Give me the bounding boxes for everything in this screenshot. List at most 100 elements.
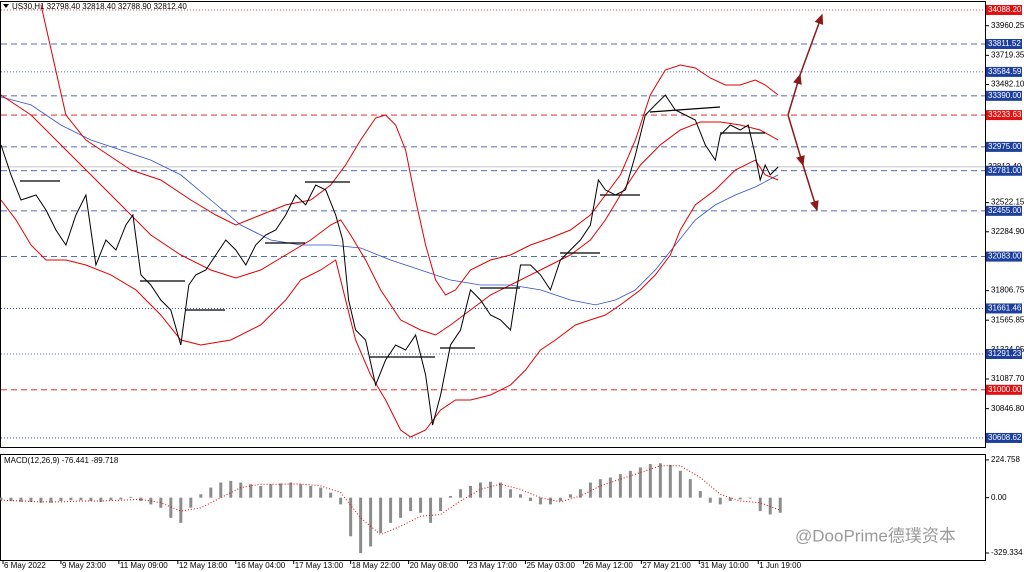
level-label: 31000.00 (988, 385, 1022, 394)
y-tick-label: 224.758 (991, 455, 1020, 464)
histogram-bar (409, 497, 413, 512)
histogram-bar (668, 464, 672, 498)
symbol-info: US30,H1 32798.40 32818.40 32788.90 32812… (12, 2, 187, 11)
level-label-box (986, 165, 1022, 176)
arrow (802, 164, 819, 212)
histogram-bar (548, 497, 552, 505)
histogram-bar (19, 497, 23, 502)
histogram-bar (778, 497, 782, 513)
histogram-bar (249, 484, 253, 498)
histogram-bar (229, 480, 233, 498)
series-line (40, 4, 779, 296)
histogram-bar (329, 492, 333, 498)
series-line (0, 94, 779, 426)
level-label-box (986, 39, 1022, 50)
y-tick-label: 32522.15 (991, 198, 1024, 207)
histogram-bar (558, 497, 562, 502)
histogram-bar (289, 482, 293, 498)
histogram-bar (658, 463, 662, 498)
histogram-bar (339, 497, 343, 505)
histogram-bar (359, 497, 363, 554)
histogram-bar (758, 497, 762, 512)
x-tick-label: 12 May 18:00 (179, 561, 228, 570)
histogram-bar (449, 495, 453, 498)
histogram-bar (49, 497, 53, 503)
histogram-bar (199, 494, 203, 498)
y-tick-label: 0.00 (991, 493, 1007, 502)
level-label: 32083.00 (988, 252, 1022, 261)
histogram-bar (618, 474, 622, 498)
x-tick-label: 17 May 13:00 (295, 561, 344, 570)
histogram-bar (89, 497, 93, 502)
histogram-bar (508, 489, 512, 498)
indicator-title: MACD(12,26,9) -76.441 -89.718 (4, 456, 119, 465)
arrow (787, 73, 802, 116)
level-label-box (986, 110, 1022, 121)
y-tick-label: 31087.70 (991, 374, 1024, 383)
support-segments (20, 106, 765, 358)
histogram-bar (459, 489, 463, 498)
histogram-bar (648, 464, 652, 498)
histogram-bar (538, 497, 542, 505)
histogram-bar (528, 497, 532, 502)
histogram-bar (129, 496, 133, 498)
histogram-bar (69, 497, 73, 501)
histogram-bar (299, 484, 303, 498)
y-tick-label: 33960.25 (991, 21, 1024, 30)
y-tick-label: 33719.35 (991, 50, 1024, 59)
y-tick-label: 30846.80 (991, 404, 1024, 413)
histogram-bar (439, 497, 443, 512)
level-label: 33584.59 (988, 67, 1022, 76)
y-tick-label: 33482.10 (991, 80, 1024, 89)
histogram-bar (598, 479, 602, 498)
x-tick-label: 1 Jun 19:00 (759, 561, 801, 570)
histogram-bar (728, 497, 732, 502)
x-tick-label: 25 May 03:00 (526, 561, 575, 570)
y-tick-label: 31565.85 (991, 315, 1024, 324)
arrow (799, 13, 824, 76)
level-label: 33233.63 (988, 110, 1022, 119)
series-line (0, 465, 781, 536)
histogram-bar (568, 494, 572, 498)
y-tick-label: -329.334 (991, 548, 1023, 557)
x-tick-label: 20 May 08:00 (410, 561, 459, 570)
level-label: 34088.20 (988, 5, 1022, 14)
histogram-bar (738, 497, 742, 500)
level-label: 32455.00 (988, 206, 1022, 215)
histogram-bar (59, 497, 63, 502)
histogram-bar (518, 494, 522, 498)
watermark: @DooPrime德璞资本 (795, 526, 956, 545)
histogram-bar (628, 470, 632, 498)
histogram-bar (349, 497, 353, 537)
x-tick-label: 18 May 22:00 (352, 561, 401, 570)
histogram-bar (688, 479, 692, 498)
series-line (0, 159, 779, 438)
arrow (787, 114, 805, 167)
histogram-bar (219, 482, 223, 498)
histogram-bar (638, 467, 642, 498)
histogram-bar (279, 483, 283, 498)
histogram-bar (119, 497, 123, 500)
histogram-bar (429, 497, 433, 523)
histogram-bar (469, 485, 473, 498)
histogram-bar (189, 497, 193, 508)
x-tick-label: 9 May 23:00 (62, 561, 107, 570)
x-tick-label: 16 May 04:00 (237, 561, 286, 570)
histogram-bar (588, 482, 592, 498)
level-label: 32975.00 (988, 142, 1022, 151)
histogram-bar (708, 497, 712, 503)
x-tick-label: 27 May 21:00 (642, 561, 691, 570)
forecast-arrows (787, 13, 824, 212)
histogram-bar (309, 485, 313, 498)
level-label-box (986, 303, 1022, 314)
menu-triangle (3, 4, 9, 8)
segment (649, 106, 721, 113)
level-label: 31291.23 (988, 349, 1022, 358)
histogram-bar (489, 481, 493, 498)
histogram-bar (209, 487, 213, 498)
x-tick-label: 26 May 12:00 (584, 561, 633, 570)
histogram-bar (9, 497, 13, 502)
